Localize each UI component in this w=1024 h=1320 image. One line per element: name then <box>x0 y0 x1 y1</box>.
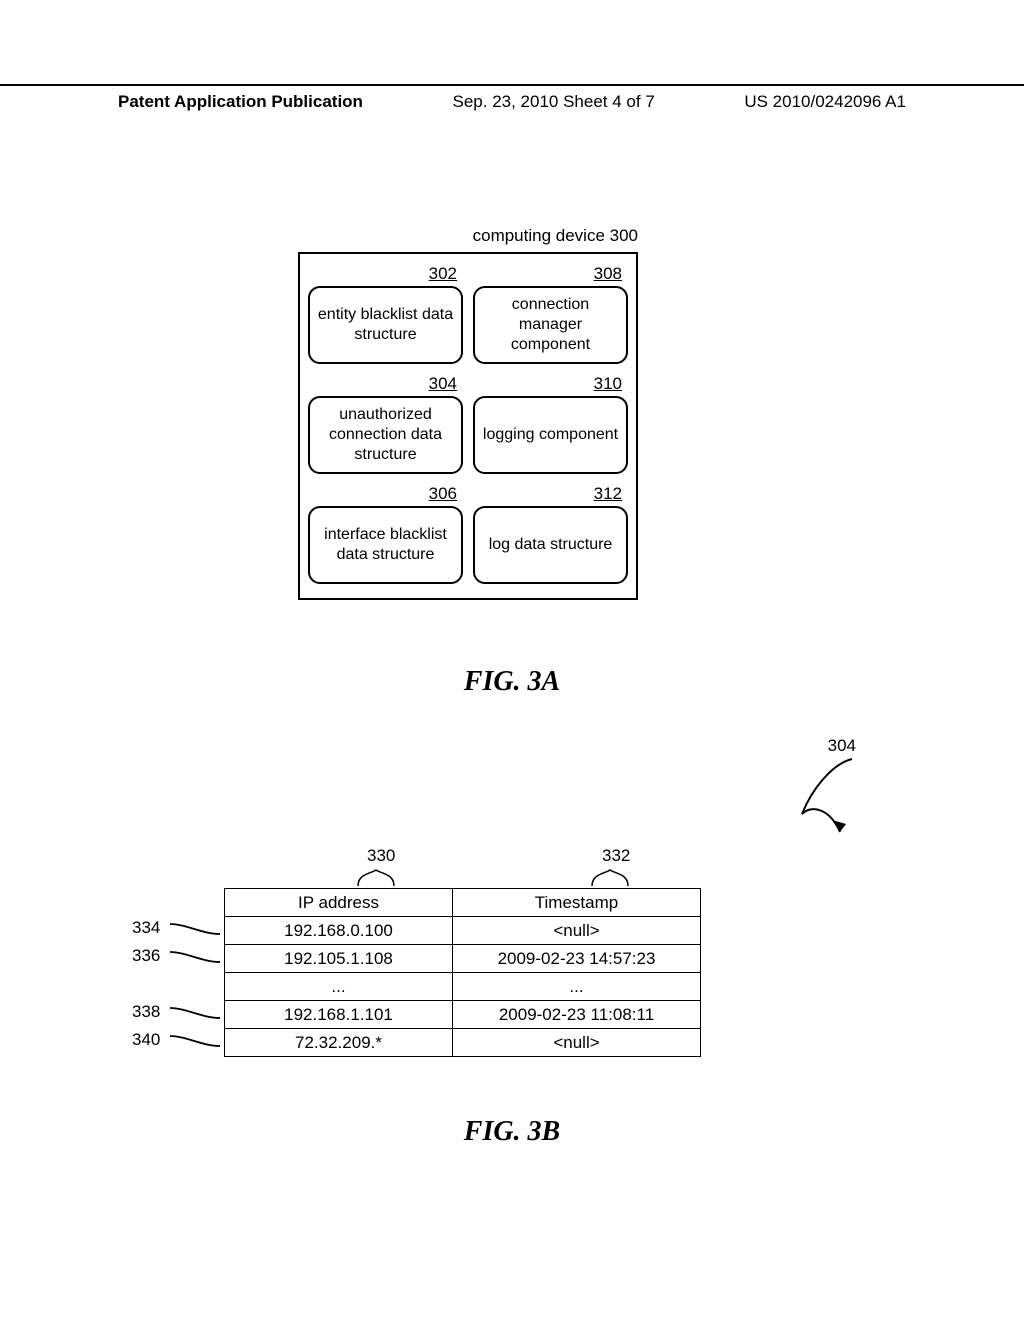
cell-ts: 2009-02-23 14:57:23 <box>453 945 701 973</box>
ref-308: 308 <box>473 264 628 284</box>
row-1-group: 302 308 entity blacklist data structure … <box>308 264 628 364</box>
ref-340: 340 <box>132 1030 160 1050</box>
ref-312: 312 <box>473 484 628 504</box>
table-row: 192.168.0.100 <null> <box>225 917 701 945</box>
th-ts: Timestamp <box>453 889 701 917</box>
fig-3a: computing device 300 302 308 entity blac… <box>298 226 638 600</box>
cell-ip: 72.32.209.* <box>225 1029 453 1057</box>
leader-338-icon <box>168 1004 222 1024</box>
brace-332-icon <box>590 868 630 888</box>
cell-ts: 2009-02-23 11:08:11 <box>453 1001 701 1029</box>
table-row: 192.105.1.108 2009-02-23 14:57:23 <box>225 945 701 973</box>
table-3b: IP address Timestamp 192.168.0.100 <null… <box>224 888 701 1057</box>
cell-ip: 192.105.1.108 <box>225 945 453 973</box>
table-row: 192.168.1.101 2009-02-23 11:08:11 <box>225 1001 701 1029</box>
fig-3a-caption: FIG. 3A <box>0 666 1024 698</box>
box-logging: logging component <box>473 396 628 474</box>
table-row: 72.32.209.* <null> <box>225 1029 701 1057</box>
ref-302: 302 <box>308 264 463 284</box>
th-ip: IP address <box>225 889 453 917</box>
ref-304: 304 <box>308 374 463 394</box>
box-entity-blacklist: entity blacklist data structure <box>308 286 463 364</box>
cell-ip: ... <box>225 973 453 1001</box>
ref-338: 338 <box>132 1002 160 1022</box>
leader-340-icon <box>168 1032 222 1052</box>
cell-ip: 192.168.1.101 <box>225 1001 453 1029</box>
row-3-group: 306 312 interface blacklist data structu… <box>308 484 628 584</box>
leader-334-icon <box>168 920 222 940</box>
leader-arrow-304-icon <box>782 754 872 844</box>
cell-ts: <null> <box>453 1029 701 1057</box>
ref-336: 336 <box>132 946 160 966</box>
header-right: US 2010/0242096 A1 <box>744 92 906 112</box>
cell-ts: <null> <box>453 917 701 945</box>
table-header-row: IP address Timestamp <box>225 889 701 917</box>
ref-330: 330 <box>367 846 395 866</box>
ref-310: 310 <box>473 374 628 394</box>
header-center: Sep. 23, 2010 Sheet 4 of 7 <box>453 92 655 112</box>
row-2-group: 304 310 unauthorized connection data str… <box>308 374 628 474</box>
fig-3b-caption: FIG. 3B <box>0 1116 1024 1148</box>
box-interface-blacklist: interface blacklist data structure <box>308 506 463 584</box>
leader-336-icon <box>168 948 222 968</box>
device-box: 302 308 entity blacklist data structure … <box>298 252 638 600</box>
header-left: Patent Application Publication <box>118 92 363 112</box>
table-row: ... ... <box>225 973 701 1001</box>
page-header: Patent Application Publication Sep. 23, … <box>0 84 1024 112</box>
ref-332: 332 <box>602 846 630 866</box>
cell-ts: ... <box>453 973 701 1001</box>
ref-334: 334 <box>132 918 160 938</box>
device-label: computing device 300 <box>298 226 638 246</box>
cell-ip: 192.168.0.100 <box>225 917 453 945</box>
brace-330-icon <box>356 868 396 888</box>
box-connection-manager: connection manager component <box>473 286 628 364</box>
ref-304-outer: 304 <box>828 736 856 756</box>
fig-3b: 304 330 332 IP address Timestamp 192.168… <box>132 736 892 1096</box>
box-unauthorized-connection: unauthorized connection data structure <box>308 396 463 474</box>
ref-306: 306 <box>308 484 463 504</box>
box-log-data: log data structure <box>473 506 628 584</box>
